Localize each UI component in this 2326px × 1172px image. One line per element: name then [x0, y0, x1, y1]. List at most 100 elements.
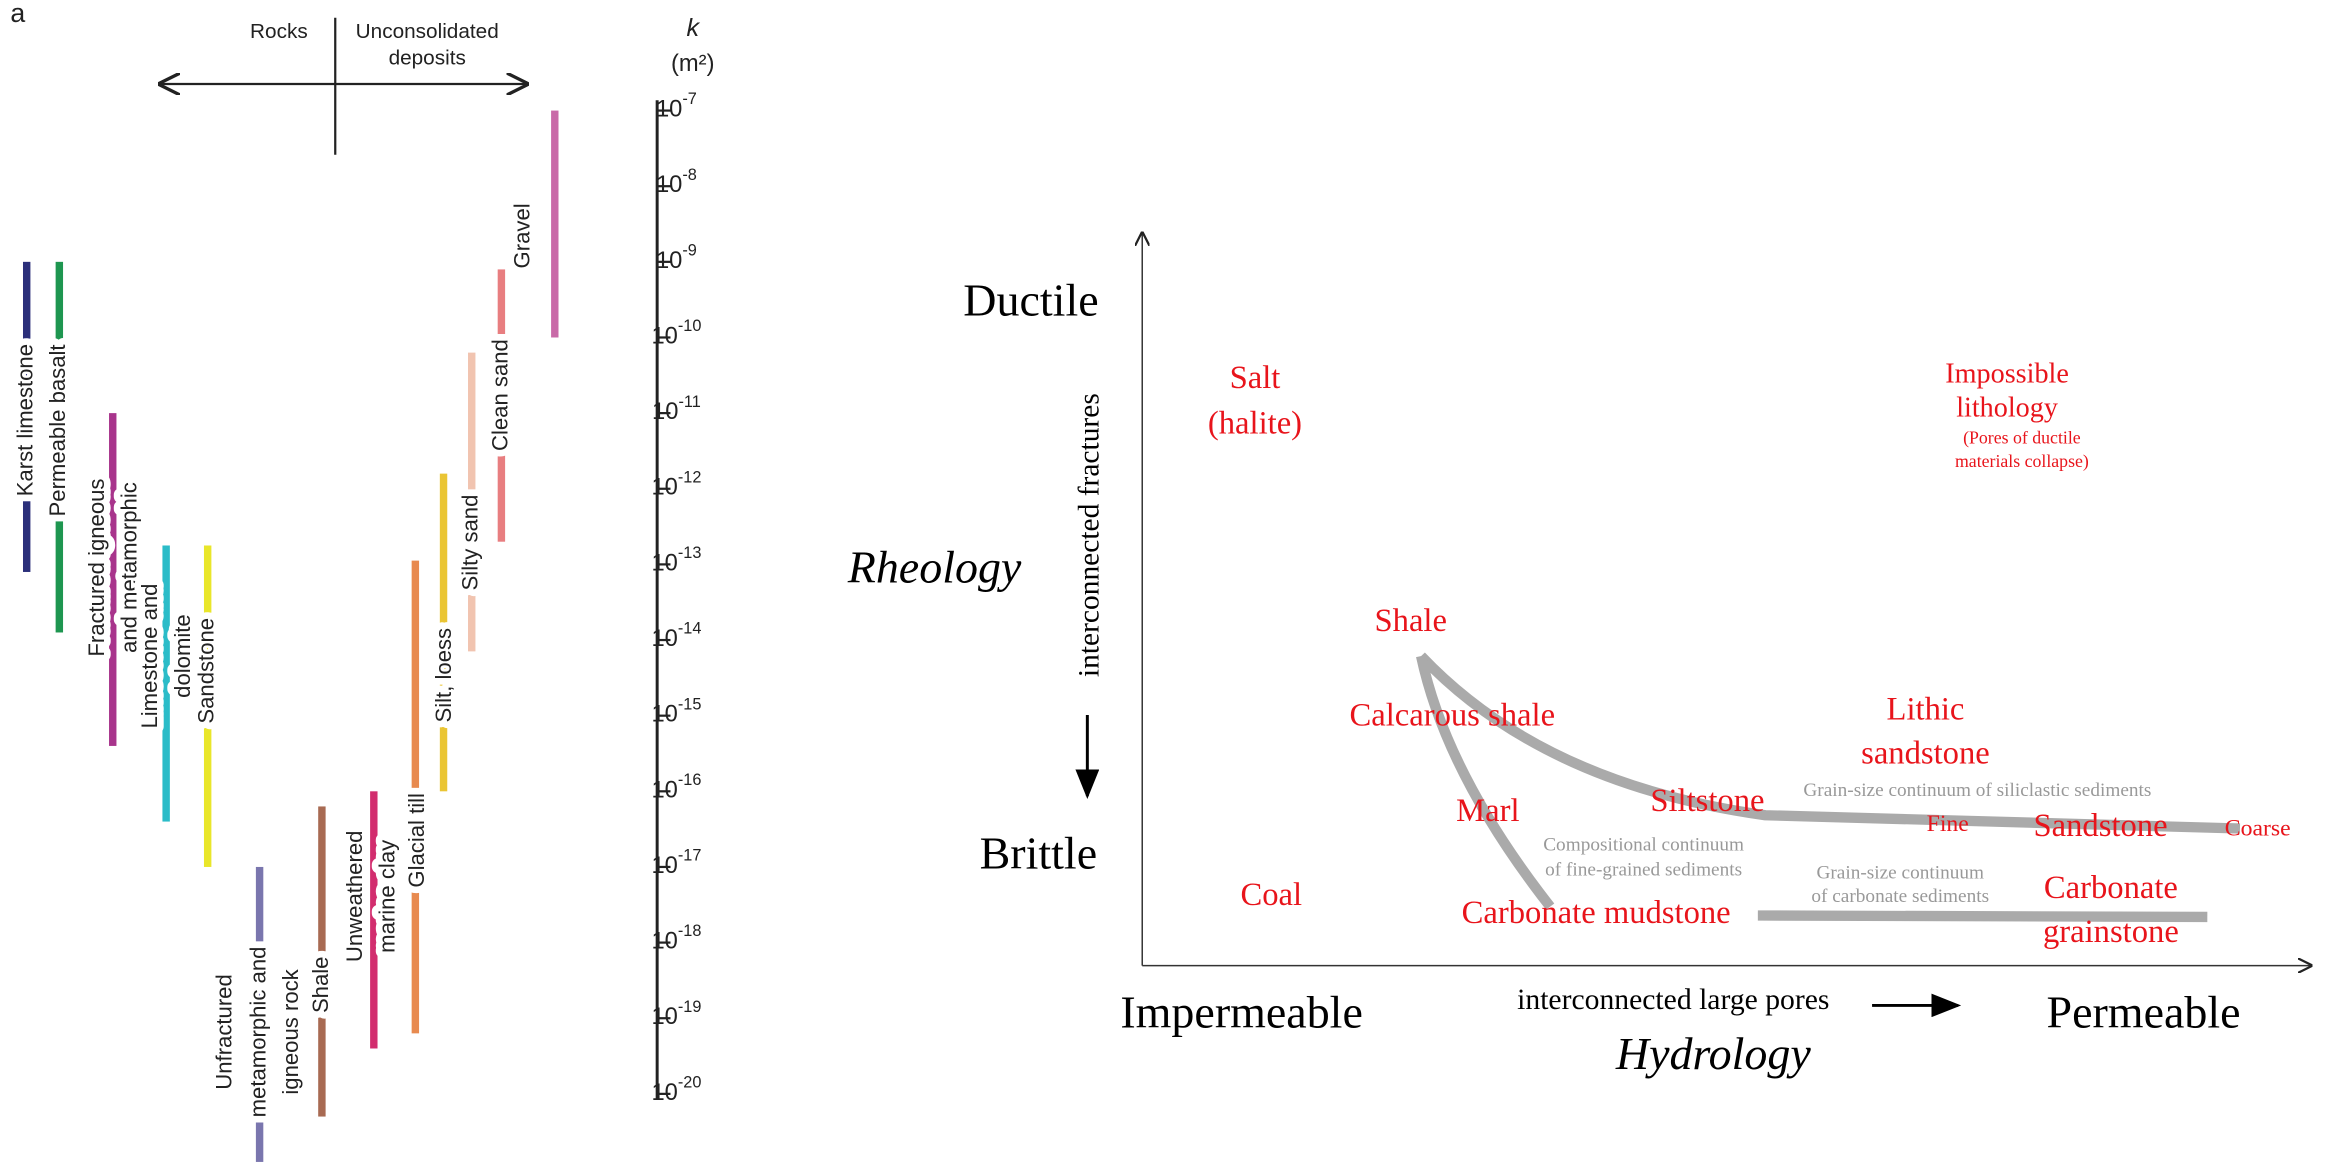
tick-exponent: -19: [678, 998, 702, 1016]
range-bar: [551, 110, 559, 338]
range-bar: [497, 269, 506, 542]
panel-label: a: [10, 0, 25, 28]
tick-base: 10: [651, 853, 677, 879]
tick-base: 10: [651, 1080, 677, 1106]
lithology: Calcarous shale: [1349, 697, 1555, 733]
tick-label: 10-16: [651, 771, 701, 803]
continuum: [1757, 910, 2208, 923]
axis-symbol: k: [686, 14, 700, 42]
range-label: Sandstone: [193, 618, 218, 724]
tick-exponent: -17: [678, 847, 702, 865]
left-panel: a Rocks Unconsolidated deposits k (m²) 1…: [6, 0, 714, 1162]
hydrology: Hydrology: [1615, 1028, 1812, 1079]
fractures: interconnected fractures: [1074, 393, 1106, 677]
tick-label: 10-7: [656, 91, 697, 123]
continuum: [1417, 652, 2241, 834]
range-bar: [109, 413, 117, 746]
tick-base: 10: [651, 626, 677, 652]
impossible: lithology: [1956, 392, 2058, 423]
lithology: Fine: [1927, 811, 1969, 837]
lithology: Carbonate: [2044, 870, 2178, 906]
tick-base: 10: [651, 778, 677, 804]
range-bar: [411, 560, 420, 1034]
range-label: Karst limestone: [13, 344, 38, 496]
note: of fine-grained sediments: [1545, 860, 1742, 881]
rocks-label: Rocks: [250, 20, 308, 43]
tick-exponent: -14: [678, 620, 702, 638]
range-label: Unfractured: [211, 974, 236, 1089]
lithology: Shale: [1374, 603, 1446, 639]
tick-label: 10-17: [651, 847, 701, 879]
tick-label: 10-12: [651, 469, 701, 501]
tick-exponent: -12: [678, 469, 702, 487]
impossible-note: (Pores of ductile: [1963, 427, 2081, 447]
range-bar: [318, 806, 326, 1117]
tick-base: 10: [651, 702, 677, 728]
continuum: [1416, 654, 1555, 910]
lithology: sandstone: [1861, 736, 1990, 772]
tick-label: 10-9: [656, 242, 697, 274]
salt: Salt: [1230, 360, 1281, 396]
tick-exponent: -18: [678, 923, 702, 941]
tick-label: 10-8: [656, 166, 697, 198]
lithology: Coarse: [2225, 815, 2291, 841]
lithology: Siltstone: [1650, 783, 1764, 819]
pores: interconnected large pores: [1517, 984, 1829, 1016]
tick-exponent: -11: [678, 393, 700, 411]
tick-exponent: -7: [682, 91, 696, 109]
range-label: Clean sand: [487, 339, 512, 451]
lithology: Lithic: [1887, 692, 1965, 728]
tick-base: 10: [651, 1005, 677, 1031]
tick-base: 10: [656, 97, 682, 123]
tick-exponent: -10: [678, 317, 702, 335]
right-panel: Ductile Brittle Rheology interconnected …: [847, 233, 2311, 1079]
range-bar: [203, 545, 212, 867]
ductile: Ductile: [963, 275, 1098, 326]
impossible-note: materials collapse): [1955, 451, 2089, 471]
range-bar: [468, 352, 476, 652]
tick-label: 10-20: [651, 1074, 701, 1106]
tick-exponent: -20: [678, 1074, 702, 1092]
impossible: Impossible: [1945, 358, 2069, 389]
tick-exponent: -16: [678, 771, 702, 789]
tick-base: 10: [651, 551, 677, 577]
tick-base: 10: [651, 324, 677, 350]
tick-exponent: -13: [678, 544, 702, 562]
range-label: Silty sand: [458, 495, 483, 591]
tick-base: 10: [656, 248, 682, 274]
tick-label: 10-18: [651, 923, 701, 955]
unconsolidated-label: deposits: [389, 46, 466, 69]
permeable: Permeable: [2047, 987, 2241, 1038]
lithology: Carbonate mudstone: [1462, 895, 1731, 931]
lithology: grainstone: [2043, 914, 2179, 950]
note: Compositional continuum: [1543, 835, 1744, 856]
tick-label: 10-14: [651, 620, 701, 652]
range-label: Unweathered: [342, 831, 367, 962]
lithology: Marl: [1456, 793, 1519, 829]
range-label: dolomite: [170, 614, 195, 698]
tick-base: 10: [651, 475, 677, 501]
range-bar: [22, 261, 31, 572]
range-bar: [55, 261, 64, 633]
range-bar: [255, 866, 264, 1162]
tick-base: 10: [656, 172, 682, 198]
tick-label: 10-11: [652, 393, 701, 425]
impermeable: Impermeable: [1120, 987, 1363, 1038]
note: Grain-size continuum of siliclastic sedi…: [1803, 780, 2151, 801]
salt: (halite): [1208, 406, 1302, 442]
range-label: Glacial till: [404, 793, 429, 888]
range-label: Limestone and: [137, 584, 162, 729]
tick-base: 10: [651, 929, 677, 955]
tick-label: 10-19: [651, 998, 701, 1030]
range-label: metamorphic and: [245, 947, 270, 1118]
tick-exponent: -15: [678, 696, 702, 714]
range-label: igneous rock: [278, 968, 303, 1094]
note: Grain-size continuum: [1816, 863, 1984, 884]
tick-label: 10-13: [651, 544, 701, 576]
tick-exponent: -9: [682, 242, 696, 260]
axis-unit: (m²): [671, 51, 714, 77]
lithology: Coal: [1240, 877, 1302, 913]
tick-exponent: -8: [682, 166, 696, 184]
note: of carbonate sediments: [1811, 886, 1989, 907]
